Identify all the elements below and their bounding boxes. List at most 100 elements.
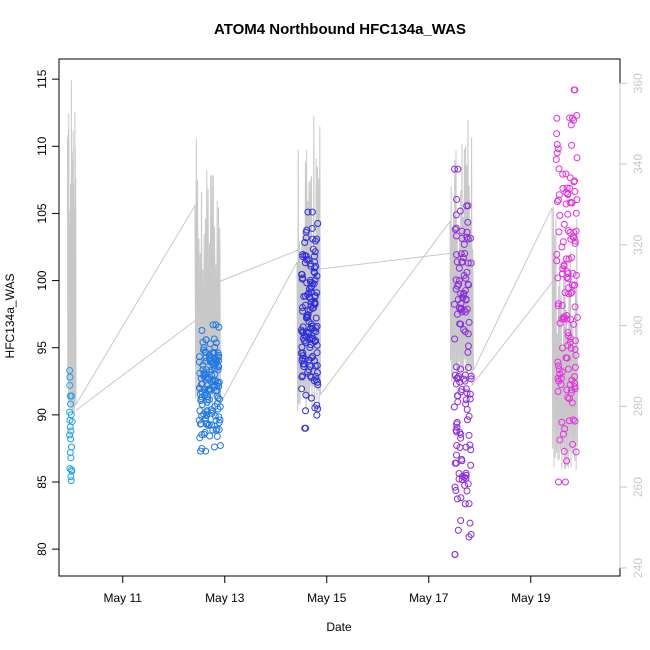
data-point xyxy=(464,363,472,371)
data-point xyxy=(452,451,460,459)
data-point xyxy=(569,233,577,241)
data-point xyxy=(307,394,315,402)
data-point xyxy=(467,259,475,267)
data-point xyxy=(211,377,219,385)
data-point xyxy=(463,389,471,397)
data-point xyxy=(560,313,568,321)
data-point xyxy=(561,289,569,297)
data-point xyxy=(307,262,315,270)
data-point xyxy=(195,416,203,424)
data-point xyxy=(452,487,460,495)
data-point xyxy=(562,354,570,362)
data-point xyxy=(208,377,216,385)
data-point xyxy=(301,355,309,363)
data-point xyxy=(455,277,463,285)
data-point xyxy=(571,345,579,353)
data-point xyxy=(216,403,224,411)
data-point xyxy=(215,426,223,434)
data-point xyxy=(68,467,76,475)
data-point xyxy=(569,416,577,424)
data-point xyxy=(571,86,579,94)
data-point xyxy=(300,360,308,368)
data-point xyxy=(196,390,204,398)
data-point xyxy=(205,421,213,429)
x-tick-label: May 15 xyxy=(307,591,347,605)
data-point xyxy=(306,295,314,303)
data-point xyxy=(554,358,562,366)
x-tick-label: May 11 xyxy=(104,591,143,605)
data-point xyxy=(565,255,573,263)
data-point xyxy=(461,371,469,379)
data-point xyxy=(572,209,580,217)
data-point xyxy=(568,288,576,296)
secondary-bridge-line xyxy=(320,252,455,270)
data-point xyxy=(313,362,321,370)
data-point xyxy=(463,416,471,424)
data-point xyxy=(466,441,474,449)
data-point xyxy=(454,526,462,534)
data-point xyxy=(464,259,472,267)
data-point xyxy=(466,390,474,398)
data-point xyxy=(198,327,206,335)
data-point xyxy=(570,320,578,328)
data-point xyxy=(461,250,469,258)
data-point xyxy=(461,473,469,481)
data-point xyxy=(556,370,564,378)
data-point xyxy=(555,228,563,236)
data-point xyxy=(464,480,472,488)
data-point xyxy=(553,149,561,157)
data-point xyxy=(567,235,575,243)
data-point xyxy=(204,393,212,401)
data-point xyxy=(301,238,309,246)
data-point xyxy=(197,420,205,428)
data-point xyxy=(450,300,458,308)
data-point xyxy=(560,220,568,228)
data-point xyxy=(568,114,576,122)
data-point xyxy=(569,440,577,448)
data-point xyxy=(458,386,466,394)
data-point xyxy=(311,292,319,300)
data-point xyxy=(457,365,465,373)
data-point xyxy=(463,228,471,236)
data-point xyxy=(198,431,206,439)
data-point xyxy=(562,170,570,178)
data-point xyxy=(211,343,219,351)
data-point xyxy=(452,276,460,284)
data-point xyxy=(457,494,465,502)
data-point xyxy=(453,423,461,431)
data-point xyxy=(453,363,461,371)
data-point xyxy=(564,191,572,199)
data-point xyxy=(457,430,465,438)
data-point xyxy=(571,379,579,387)
data-point xyxy=(299,250,307,258)
data-point xyxy=(301,424,309,432)
x-tick-label: May 19 xyxy=(511,591,551,605)
data-point xyxy=(455,264,463,272)
y-axis-label: HFC134a_WAS xyxy=(3,274,17,359)
x-tick-label: May 13 xyxy=(205,591,245,605)
data-point xyxy=(209,321,217,329)
data-point xyxy=(198,380,206,388)
data-point xyxy=(313,369,321,377)
data-point xyxy=(451,551,459,559)
data-point xyxy=(560,262,568,270)
data-point xyxy=(464,218,472,226)
data-point xyxy=(312,314,320,322)
data-point xyxy=(458,258,466,266)
data-point xyxy=(467,375,475,383)
data-point xyxy=(558,302,566,310)
data-point xyxy=(561,478,569,486)
data-point xyxy=(564,210,572,218)
data-point xyxy=(451,335,459,343)
data-point xyxy=(300,292,308,300)
data-point xyxy=(460,306,468,314)
data-point xyxy=(467,531,475,539)
y-right-tick-label: 320 xyxy=(631,234,645,254)
data-point xyxy=(554,274,562,282)
data-point xyxy=(67,427,75,435)
data-point xyxy=(195,353,203,361)
data-point xyxy=(567,315,575,323)
data-point xyxy=(554,302,562,310)
x-axis: May 11 May 13 May 15 May 17 May 19 xyxy=(104,576,551,605)
data-point xyxy=(457,250,465,258)
